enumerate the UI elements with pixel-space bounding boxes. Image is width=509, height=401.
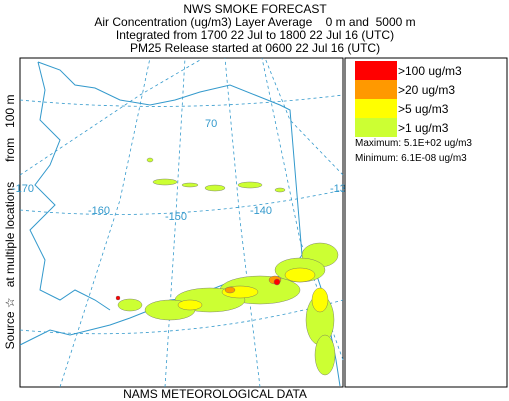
legend-frame [344, 57, 508, 388]
smoke-patch [237, 181, 263, 189]
legend-minimum: Minimum: 6.1E-08 ug/m3 [355, 153, 467, 164]
grid-label: -160 [88, 205, 110, 217]
smoke-patch [115, 295, 121, 301]
legend-swatch [355, 61, 397, 80]
meridian [264, 57, 344, 176]
latitude-line [19, 94, 344, 107]
subtitle: Air Concentration (ug/m3) Layer Average … [94, 15, 415, 29]
legend-label: >100 ug/m3 [398, 64, 462, 78]
smoke-patch [117, 298, 143, 312]
legend-label: >20 ug/m3 [398, 83, 455, 97]
smoke-patch [314, 334, 336, 376]
grid-label: -140 [250, 205, 272, 217]
grid-label: -170 [12, 183, 34, 195]
subtitle: Integrated from 1700 22 Jul to 1800 22 J… [116, 28, 394, 42]
source-label: Source ☆ at multiple locations from 100 … [3, 95, 17, 350]
legend-label: >5 ug/m3 [398, 102, 449, 116]
smoke-patch [284, 267, 316, 283]
footer: NAMS METEOROLOGICAL DATA [123, 387, 307, 401]
smoke-patch [146, 157, 154, 163]
smoke-patch [181, 182, 199, 188]
smoke-patch [274, 187, 286, 193]
smoke-patch [204, 184, 226, 192]
subtitle: PM25 Release started at 0600 22 Jul 16 (… [130, 41, 380, 55]
legend-maximum: Maximum: 5.1E+02 ug/m3 [355, 138, 472, 149]
map-frame [19, 57, 344, 388]
smoke-patch [273, 278, 281, 286]
title: NWS SMOKE FORECAST [183, 2, 327, 16]
grid-label: 70 [205, 118, 217, 130]
smoke-patch [177, 299, 203, 311]
latitude-line [19, 189, 344, 215]
smoke-patch [224, 286, 236, 294]
legend-swatch [355, 80, 397, 99]
smoke-patch [152, 178, 178, 186]
grid-label: -150 [165, 211, 187, 223]
meridian [19, 59, 201, 176]
meridian [164, 57, 186, 388]
meridian [224, 57, 261, 388]
smoke-patch [311, 287, 329, 313]
legend-swatch [355, 118, 397, 137]
legend: >100 ug/m3 >20 ug/m3 >5 ug/m3 >1 ug/m3 [355, 61, 462, 137]
legend-swatch [355, 99, 397, 118]
smoke-plume [115, 157, 339, 376]
legend-label: >1 ug/m3 [398, 121, 449, 135]
map: 70 -170 -160 -150 -140 -130 [12, 57, 352, 388]
